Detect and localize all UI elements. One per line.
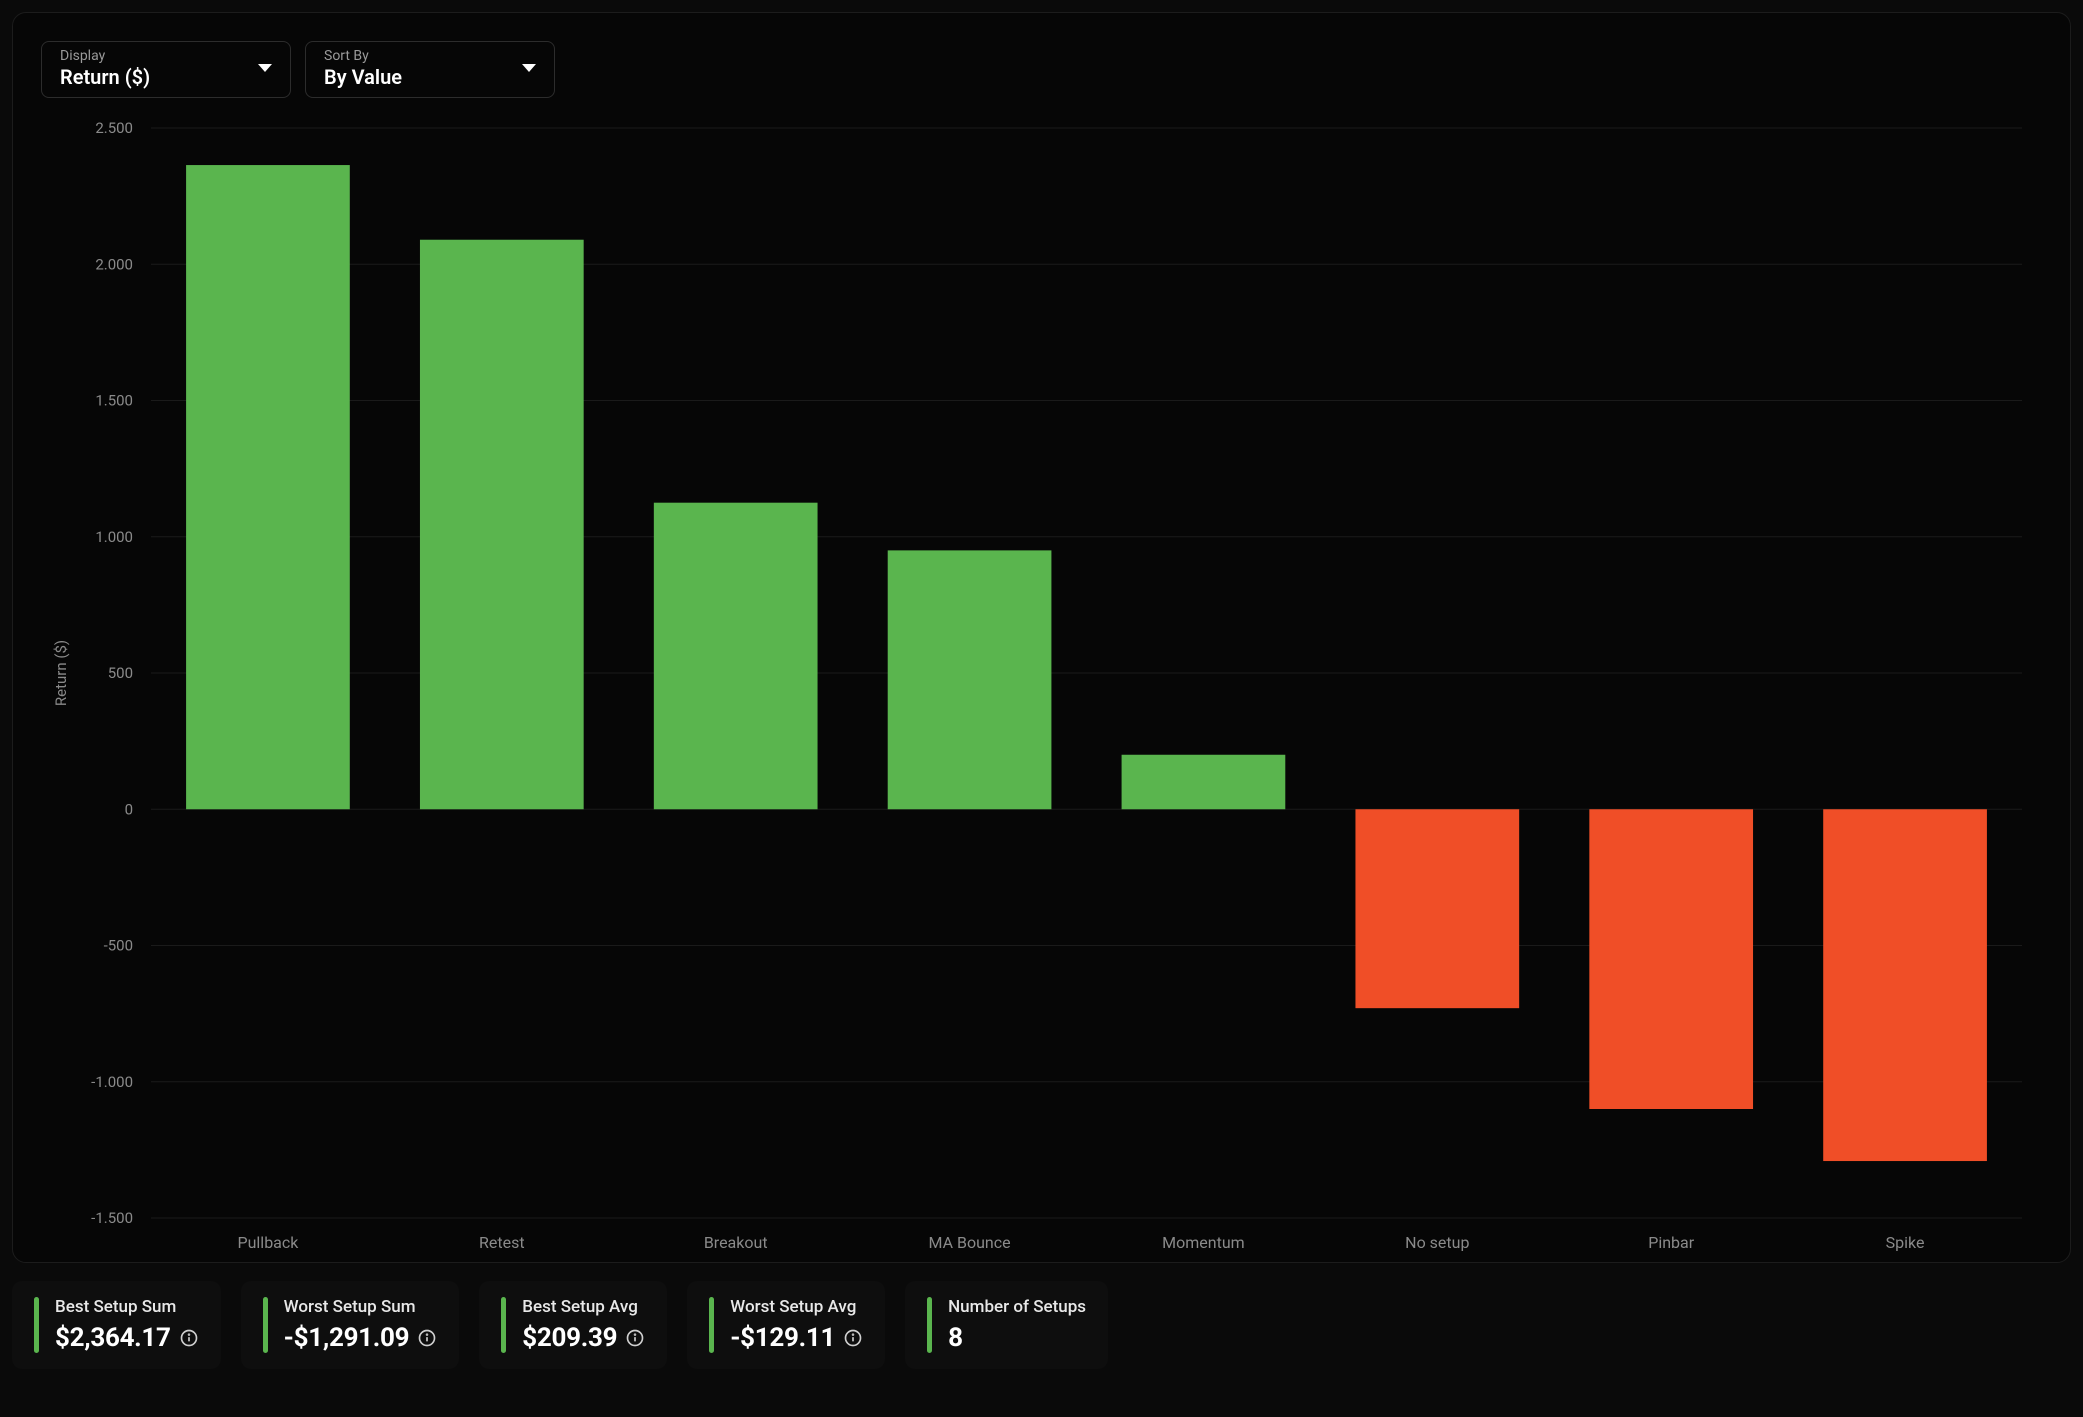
chevron-down-icon — [258, 64, 272, 72]
sortby-dropdown-label: Sort By — [324, 48, 402, 65]
sortby-dropdown[interactable]: Sort By By Value — [305, 41, 555, 98]
sortby-dropdown-value: By Value — [324, 65, 402, 89]
x-tick-label: Pinbar — [1648, 1233, 1695, 1252]
bar-ma-bounce[interactable] — [888, 550, 1052, 809]
stat-label: Worst Setup Sum — [284, 1297, 438, 1317]
y-tick-label: -500 — [104, 936, 133, 954]
stat-label: Worst Setup Avg — [730, 1297, 863, 1317]
bar-spike[interactable] — [1823, 809, 1987, 1161]
display-dropdown-value: Return ($) — [60, 65, 150, 89]
x-tick-label: Pullback — [238, 1233, 300, 1252]
stat-label: Number of Setups — [948, 1297, 1086, 1317]
info-icon[interactable] — [179, 1328, 199, 1348]
chart-card: Display Return ($) Sort By By Value -1.5… — [12, 12, 2071, 1263]
y-tick-label: 0 — [125, 800, 133, 818]
bar-momentum[interactable] — [1122, 755, 1286, 810]
bar-retest[interactable] — [420, 240, 584, 810]
bar-pinbar[interactable] — [1589, 809, 1753, 1109]
stat-value: -$1,291.09 — [284, 1323, 410, 1353]
stat-accent-bar — [709, 1297, 714, 1353]
stat-accent-bar — [34, 1297, 39, 1353]
stat-label: Best Setup Avg — [522, 1297, 645, 1317]
y-tick-label: -1.500 — [91, 1209, 133, 1227]
stat-card: Best Setup Sum $2,364.17 — [12, 1281, 221, 1369]
y-tick-label: 2.000 — [95, 255, 133, 273]
x-tick-label: Retest — [479, 1233, 525, 1252]
info-icon[interactable] — [625, 1328, 645, 1348]
y-axis-title: Return ($) — [52, 640, 70, 706]
x-tick-label: MA Bounce — [929, 1233, 1011, 1252]
stat-card: Worst Setup Sum -$1,291.09 — [241, 1281, 460, 1369]
stat-label: Best Setup Sum — [55, 1297, 199, 1317]
y-tick-label: -1.000 — [91, 1073, 133, 1091]
stat-card: Number of Setups 8 — [905, 1281, 1108, 1369]
y-tick-label: 2.500 — [95, 119, 133, 137]
bar-no-setup[interactable] — [1355, 809, 1519, 1008]
x-tick-label: No setup — [1405, 1233, 1469, 1252]
bar-breakout[interactable] — [654, 502, 818, 809]
stats-row: Best Setup Sum $2,364.17 Worst Setup Sum -… — [12, 1281, 2071, 1369]
return-bar-chart: -1.500 -1.000 -500 0 500 1.000 1.500 2.000 2.500… — [41, 118, 2042, 1273]
x-tick-label: Spike — [1886, 1233, 1925, 1252]
info-icon[interactable] — [417, 1328, 437, 1348]
y-tick-label: 1.000 — [95, 528, 133, 546]
x-tick-label: Breakout — [704, 1233, 768, 1252]
stat-accent-bar — [501, 1297, 506, 1353]
chart-area: -1.500 -1.000 -500 0 500 1.000 1.500 2.000 2.500… — [41, 118, 2042, 1273]
stat-card: Best Setup Avg $209.39 — [479, 1281, 667, 1369]
stat-value: $2,364.17 — [55, 1323, 171, 1353]
stat-value: $209.39 — [522, 1323, 617, 1353]
stat-value: -$129.11 — [730, 1323, 835, 1353]
y-tick-label: 1.500 — [95, 391, 133, 409]
y-tick-label: 500 — [108, 664, 133, 682]
stat-accent-bar — [927, 1297, 932, 1353]
stat-accent-bar — [263, 1297, 268, 1353]
page-root: Display Return ($) Sort By By Value -1.5… — [0, 0, 2083, 1417]
stat-value: 8 — [948, 1323, 963, 1353]
stat-card: Worst Setup Avg -$129.11 — [687, 1281, 885, 1369]
bar-pullback[interactable] — [186, 165, 350, 809]
x-tick-label: Momentum — [1162, 1233, 1245, 1252]
info-icon[interactable] — [843, 1328, 863, 1348]
display-dropdown-label: Display — [60, 48, 150, 65]
display-dropdown[interactable]: Display Return ($) — [41, 41, 291, 98]
controls-row: Display Return ($) Sort By By Value — [41, 41, 2042, 98]
chevron-down-icon — [522, 64, 536, 72]
